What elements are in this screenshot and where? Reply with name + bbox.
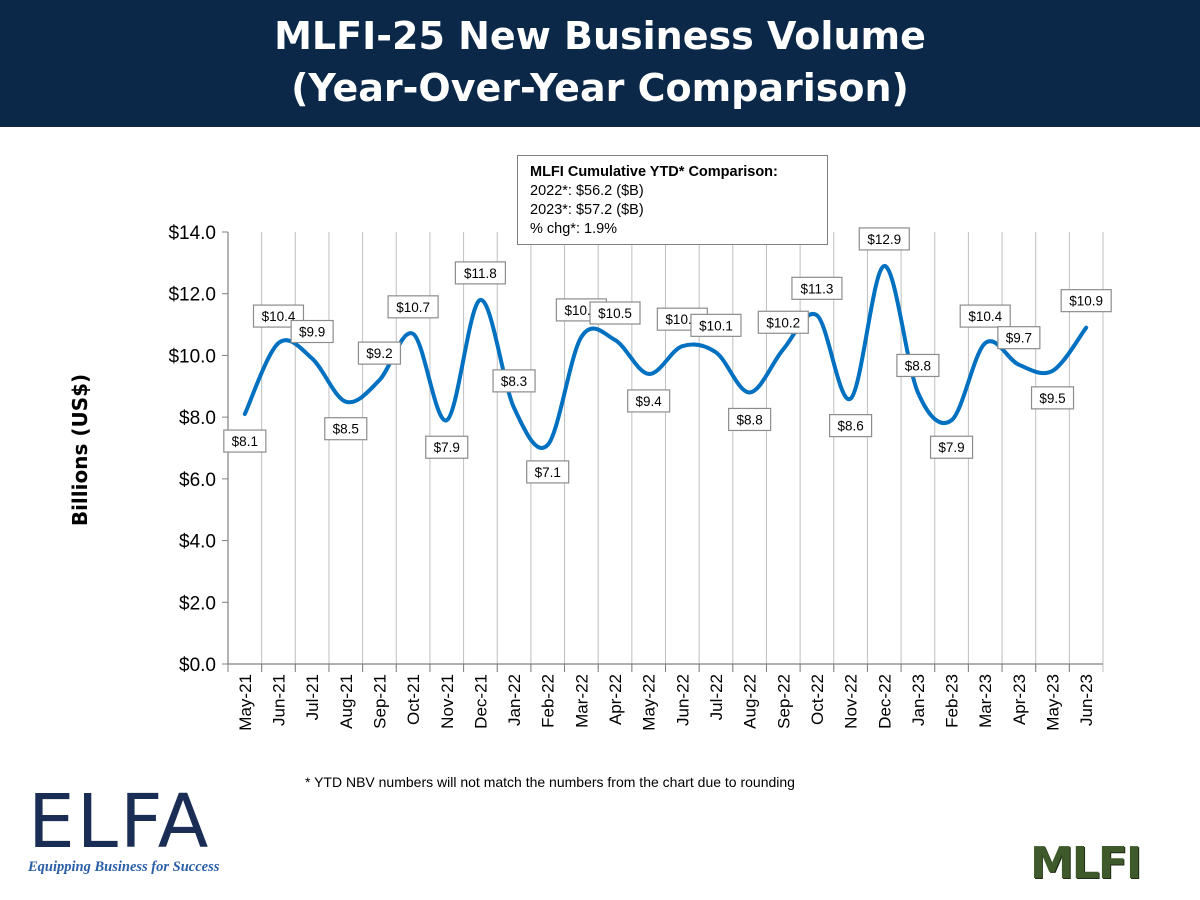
data-label-box [929, 435, 974, 459]
x-tick-label: Jul-21 [303, 674, 322, 720]
data-label-box [589, 301, 641, 325]
data-label: $8.5 [333, 422, 359, 437]
data-label: $10.4 [262, 309, 296, 324]
data-label-box [290, 319, 334, 344]
data-label: $7.9 [938, 440, 964, 455]
data-label-box [526, 460, 570, 484]
data-label-box [896, 353, 940, 378]
x-tick-label: Jun-23 [1077, 674, 1096, 726]
data-label-box [757, 310, 809, 334]
x-tick-label: Mar-23 [976, 674, 995, 728]
data-label: $9.5 [1039, 391, 1065, 406]
x-tick-label: Jul-22 [707, 674, 726, 720]
y-tick-label: $8.0 [179, 408, 216, 429]
data-label-box [690, 313, 742, 337]
elfa-tagline: Equipping Business for Success [28, 859, 220, 875]
x-tick-label: Feb-22 [539, 674, 558, 728]
mlfi-logo: MLFI [1030, 838, 1142, 889]
data-label-box [425, 435, 469, 459]
data-label: $10.1 [699, 318, 733, 333]
y-tick-label: $12.0 [168, 285, 216, 306]
x-tick-label: May-22 [640, 674, 659, 731]
y-tick-label: $0.0 [179, 655, 216, 676]
y-tick-label: $4.0 [179, 532, 216, 553]
data-label: $10.5 [598, 306, 632, 321]
y-tick-label: $10.0 [168, 346, 216, 367]
x-tick-label: Oct-22 [808, 674, 827, 725]
x-tick-label: Jan-23 [909, 674, 928, 726]
data-label-box [387, 295, 439, 319]
x-tick-label: Apr-22 [606, 674, 625, 725]
ytd-comparison-box: MLFI Cumulative YTD* Comparison: 2022*: … [517, 155, 828, 245]
data-label-box [791, 276, 843, 300]
data-label-box [324, 417, 368, 441]
x-tick-label: May-21 [236, 674, 255, 731]
x-tick-label: Mar-22 [572, 674, 591, 728]
data-label: $10.7 [396, 300, 430, 315]
data-label: $9.9 [299, 325, 325, 340]
x-tick-label: Dec-21 [471, 674, 490, 729]
y-tick-label: $6.0 [179, 470, 216, 491]
footnote: * YTD NBV numbers will not match the num… [305, 774, 795, 790]
data-label: $7.9 [434, 440, 460, 455]
data-label: $12.9 [867, 232, 901, 247]
data-label: $10.9 [1069, 294, 1103, 309]
x-tick-label: Nov-22 [842, 674, 861, 729]
data-label: $9.2 [366, 346, 392, 361]
title-line-1: MLFI-25 New Business Volume [274, 14, 926, 58]
x-tick-label: Sep-22 [774, 674, 793, 729]
x-tick-label: Oct-21 [404, 674, 423, 725]
data-label: $10.4 [968, 309, 1002, 324]
data-label: $8.1 [232, 434, 258, 449]
data-label: $11.3 [801, 281, 834, 296]
elfa-logo-word: ELFA [28, 779, 211, 865]
data-label: $11.8 [464, 266, 497, 281]
x-tick-label: May-23 [1044, 674, 1063, 731]
y-axis-label: Billions (US$) [68, 373, 92, 527]
x-tick-label: Jun-21 [269, 674, 288, 726]
ytd-2022: 2022*: $56.2 ($B) [530, 183, 644, 199]
x-tick-label: Sep-21 [370, 674, 389, 729]
x-tick-label: Apr-23 [1010, 674, 1029, 725]
data-label: $9.7 [1006, 331, 1032, 346]
data-label: $8.3 [501, 374, 527, 389]
data-label: $9.4 [636, 394, 663, 409]
data-label-box [959, 304, 1011, 328]
x-tick-label: Aug-22 [741, 674, 760, 729]
x-tick-label: Aug-21 [337, 674, 356, 729]
ytd-title: MLFI Cumulative YTD* Comparison: [530, 164, 778, 180]
data-label: $8.6 [837, 419, 863, 434]
ytd-2023: 2023*: $57.2 ($B) [530, 202, 644, 218]
ytd-pct-change: % chg*: 1.9% [530, 221, 618, 237]
data-label-box [728, 407, 772, 432]
x-tick-label: Jun-22 [673, 674, 692, 726]
data-label-box [997, 326, 1041, 350]
y-tick-label: $2.0 [179, 593, 216, 614]
data-label-box [492, 369, 536, 393]
data-label: $10.2 [766, 315, 800, 330]
data-label-box [357, 341, 402, 365]
data-label-box [223, 429, 267, 453]
x-tick-label: Feb-23 [943, 674, 962, 728]
data-label: $8.8 [736, 412, 762, 427]
data-label-box [858, 227, 910, 251]
x-tick-label: Jan-22 [505, 674, 524, 726]
title-banner: MLFI-25 New Business Volume (Year-Over-Y… [0, 0, 1200, 127]
x-tick-label: Nov-21 [438, 674, 457, 729]
data-label-box [1030, 386, 1075, 410]
data-label-box [454, 261, 507, 285]
data-label-box [828, 414, 873, 438]
data-label-box [1060, 289, 1112, 313]
elfa-logo: ELFA Equipping Business for Success [28, 785, 219, 876]
data-label: $8.8 [905, 358, 931, 373]
title-line-2: (Year-Over-Year Comparison) [291, 66, 909, 110]
data-label: $7.1 [535, 465, 561, 480]
y-tick-label: $14.0 [168, 223, 216, 244]
x-tick-label: Dec-22 [875, 674, 894, 729]
data-label-box [627, 389, 671, 413]
